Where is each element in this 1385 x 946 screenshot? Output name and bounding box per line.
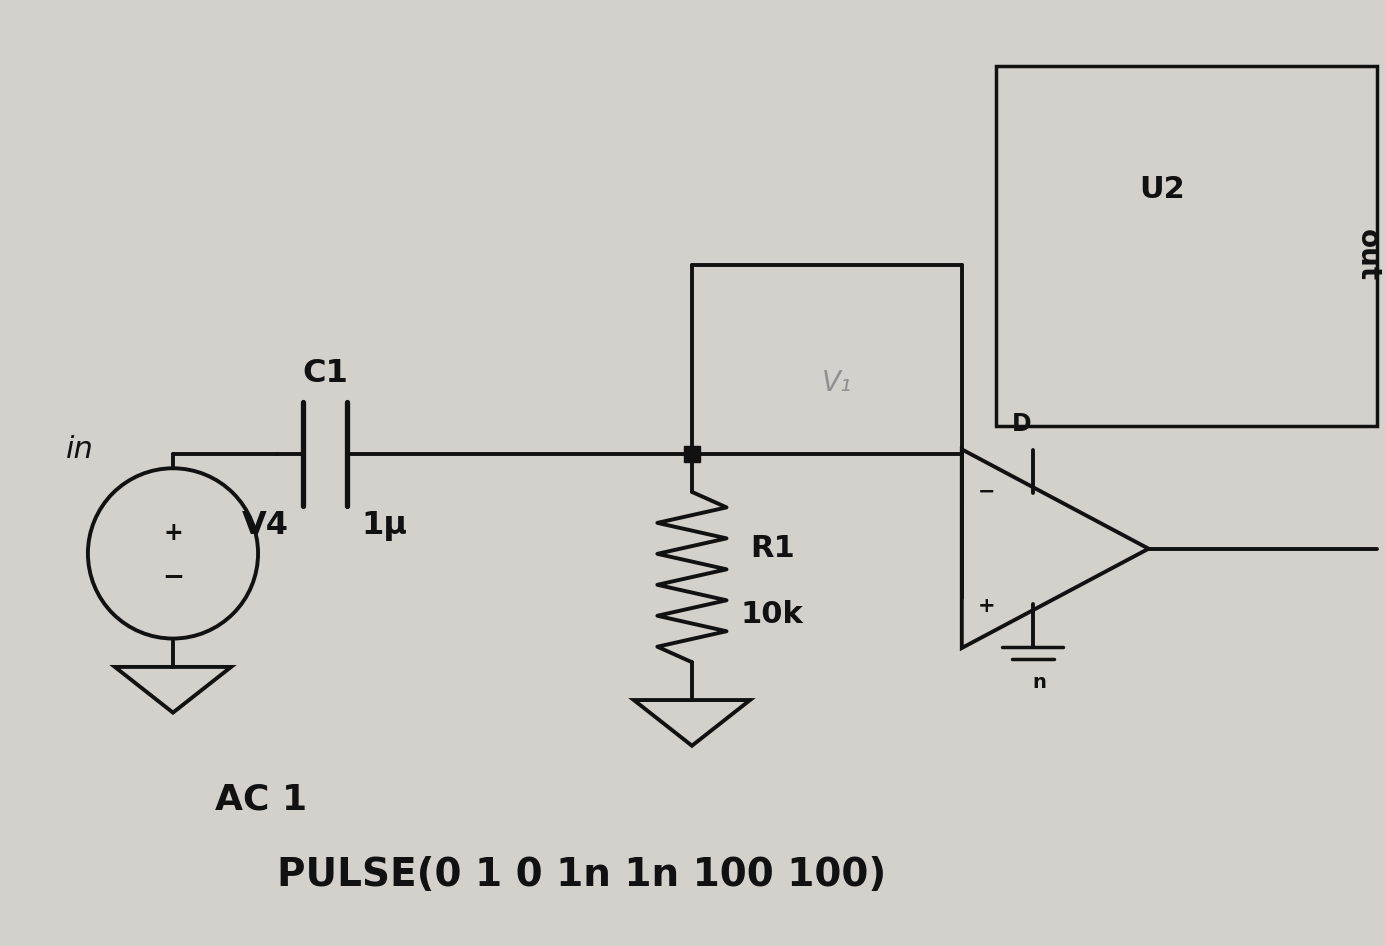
Text: −: − <box>162 565 184 591</box>
Text: V₁: V₁ <box>823 369 852 397</box>
Text: C1: C1 <box>302 359 348 389</box>
Text: D: D <box>1012 412 1032 436</box>
Bar <box>996 66 1377 426</box>
Text: in: in <box>66 435 94 464</box>
Text: U2: U2 <box>1140 175 1186 203</box>
Text: n: n <box>1033 674 1047 692</box>
Text: PULSE(0 1 0 1n 1n 100 100): PULSE(0 1 0 1n 1n 100 100) <box>277 856 886 894</box>
Text: 10k: 10k <box>741 601 803 629</box>
Text: AC 1: AC 1 <box>215 782 306 816</box>
Text: +: + <box>978 596 996 616</box>
Text: 1μ: 1μ <box>361 510 407 540</box>
Text: out: out <box>1353 229 1381 282</box>
Text: V4: V4 <box>242 510 289 540</box>
Text: R1: R1 <box>751 534 795 563</box>
Text: +: + <box>163 520 183 545</box>
Text: −: − <box>978 482 996 501</box>
